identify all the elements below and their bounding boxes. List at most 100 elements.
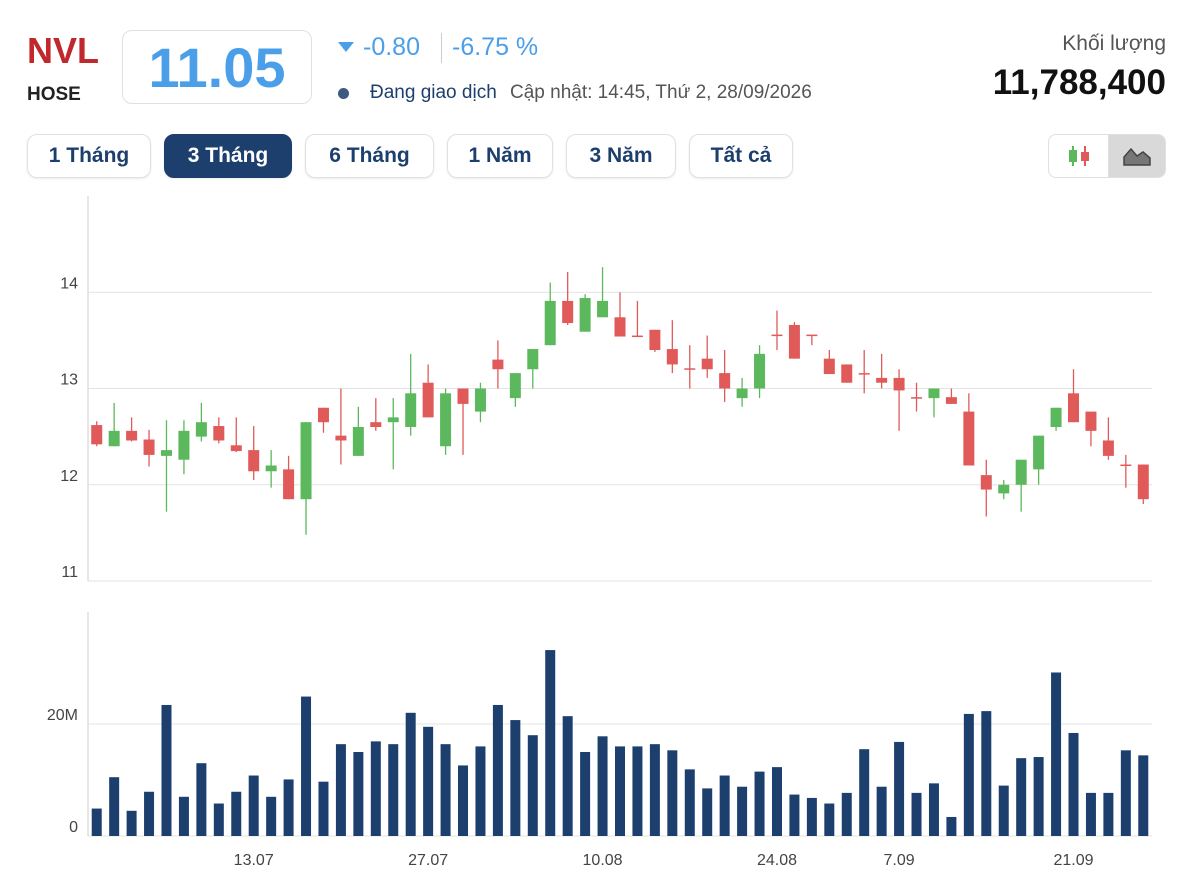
candle-body <box>178 430 190 460</box>
candle-body <box>143 439 155 455</box>
candle-body <box>579 298 591 332</box>
candle-body <box>597 300 609 318</box>
volume-bar <box>824 803 835 836</box>
range-button[interactable]: Tất cả <box>689 134 793 178</box>
volume-bar <box>510 720 521 836</box>
volume-bar <box>492 704 503 836</box>
candle-icon <box>1068 146 1089 166</box>
volume-bar <box>667 750 678 836</box>
y-tick-label: 13 <box>60 372 78 389</box>
volume-bar <box>126 810 137 836</box>
volume-bar <box>161 704 172 836</box>
volume-bar <box>440 744 451 836</box>
candle-body <box>771 334 783 337</box>
volume-bar <box>649 744 660 836</box>
area-icon <box>1123 147 1151 166</box>
change: -0.80 <box>363 33 420 61</box>
candle-body <box>387 417 399 423</box>
area-toggle[interactable] <box>1109 135 1165 177</box>
down-arrow <box>338 42 354 52</box>
volume-bar <box>144 791 155 836</box>
volume-bar <box>928 783 939 836</box>
volume-bar <box>963 713 974 836</box>
volume-bar <box>301 696 312 836</box>
x-tick-label: 10.08 <box>583 852 623 869</box>
volume-bar <box>266 796 277 836</box>
candle-body <box>614 317 626 337</box>
volume-bar <box>998 785 1009 836</box>
candle-body <box>126 430 138 441</box>
candle-body <box>230 445 242 452</box>
y-tick-label: 0 <box>69 819 78 836</box>
candle-body <box>841 364 853 383</box>
candle-body <box>1033 435 1045 470</box>
volume-bar <box>196 763 207 836</box>
candle-toggle[interactable] <box>1049 135 1109 177</box>
candle-body <box>631 335 643 338</box>
candle-body <box>649 329 661 350</box>
volume-bar <box>562 716 573 836</box>
candle-body <box>440 393 452 447</box>
candle-body <box>335 435 347 441</box>
volume-bar <box>911 792 922 836</box>
candle-body <box>754 353 766 389</box>
divider <box>441 33 442 63</box>
exchange: HOSE <box>27 84 81 105</box>
range-button[interactable]: 3 Năm <box>566 134 676 178</box>
volume-bar <box>370 741 381 836</box>
status-dot <box>338 88 349 99</box>
candle-body <box>1085 411 1097 431</box>
volume-bar <box>580 752 591 836</box>
price: 11.05 <box>122 30 312 104</box>
volume: 11,788,400 <box>992 63 1166 102</box>
range-button[interactable]: 3 Tháng <box>164 134 292 178</box>
volume-bar <box>527 735 538 836</box>
candle-body <box>195 422 207 437</box>
candle-body <box>701 358 713 370</box>
volume-bar <box>335 744 346 836</box>
x-tick-label: 24.08 <box>757 852 797 869</box>
candle-body <box>213 426 225 441</box>
range-button[interactable]: 6 Tháng <box>305 134 434 178</box>
volume-bar <box>1103 792 1114 836</box>
candle-body <box>876 377 888 383</box>
x-tick-label: 7.09 <box>884 852 915 869</box>
y-tick-label: 20M <box>47 707 78 724</box>
candle-body <box>911 397 923 399</box>
candle-body <box>509 373 521 399</box>
candle-body <box>248 450 260 472</box>
volume-bar <box>388 744 399 836</box>
candle-body <box>1068 393 1080 423</box>
volume-bar <box>806 797 817 836</box>
status: Đang giao dịch <box>370 82 497 103</box>
candle-body <box>544 300 556 346</box>
candle-body <box>108 430 120 447</box>
volume-bar <box>632 746 643 836</box>
volume-bar <box>1085 792 1096 836</box>
y-tick-label: 14 <box>60 275 78 292</box>
candle-body <box>562 300 574 324</box>
volume-bar <box>318 781 329 836</box>
x-tick-label: 13.07 <box>234 852 274 869</box>
candle-body <box>527 349 539 370</box>
candle-body <box>352 427 364 456</box>
volume-bar <box>894 741 905 836</box>
volume-bar <box>353 752 364 836</box>
volume-bar <box>876 786 887 836</box>
candle-body <box>945 397 957 404</box>
volume-bar <box>1051 672 1062 836</box>
volume-bar <box>475 746 486 836</box>
candle-body <box>928 388 940 399</box>
volume-bar <box>213 803 224 836</box>
candle-body <box>719 373 731 389</box>
volume-bar <box>859 749 870 836</box>
volume-bar <box>1068 732 1079 836</box>
candle-body <box>666 349 678 365</box>
symbol: NVL <box>27 30 99 71</box>
range-button[interactable]: 1 Năm <box>447 134 553 178</box>
volume-bar <box>615 746 625 836</box>
volume-bar <box>405 712 416 836</box>
range-button[interactable]: 1 Tháng <box>27 134 151 178</box>
